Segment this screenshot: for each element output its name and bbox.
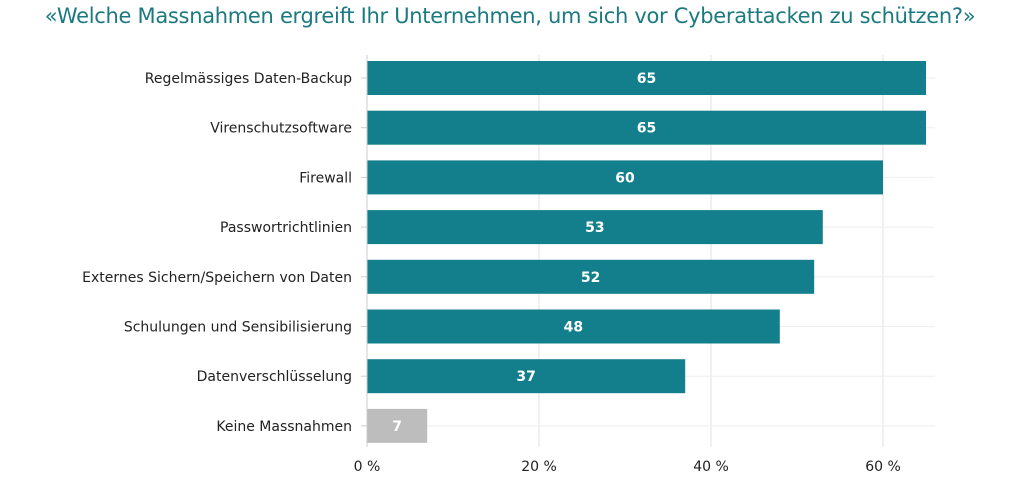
category-label: Keine Massnahmen xyxy=(216,419,352,435)
bar xyxy=(367,210,823,245)
category-label: Datenverschlüsselung xyxy=(197,369,352,385)
chart-title: «Welche Massnahmen ergreift Ihr Unterneh… xyxy=(44,4,976,28)
bar xyxy=(367,61,926,95)
bar-value-label: 37 xyxy=(516,369,535,385)
category-label: Schulungen und Sensibilisierung xyxy=(124,320,352,336)
category-label: Externes Sichern/Speichern von Daten xyxy=(82,270,352,286)
x-tick-label: 0 % xyxy=(354,459,381,475)
x-tick-label: 40 % xyxy=(693,459,729,475)
bar xyxy=(367,110,926,145)
bar xyxy=(367,359,686,394)
bar-value-label: 60 xyxy=(615,170,635,186)
bar-value-label: 65 xyxy=(637,121,656,137)
bar-value-label: 48 xyxy=(564,320,583,336)
bar xyxy=(367,408,428,443)
bar-value-label: 7 xyxy=(392,419,402,435)
category-label: Passwortrichtlinien xyxy=(220,220,352,236)
bar-value-label: 65 xyxy=(637,71,656,87)
bar xyxy=(367,160,883,195)
category-label: Firewall xyxy=(299,170,352,186)
bar xyxy=(367,309,780,344)
bar-value-label: 52 xyxy=(581,270,600,286)
x-tick-label: 20 % xyxy=(521,459,557,475)
bar xyxy=(367,259,815,294)
bar-value-label: 53 xyxy=(585,220,604,236)
category-label: Virenschutzsoftware xyxy=(210,121,352,137)
category-label: Regelmässiges Daten-Backup xyxy=(145,71,352,87)
x-tick-label: 60 % xyxy=(865,459,901,475)
